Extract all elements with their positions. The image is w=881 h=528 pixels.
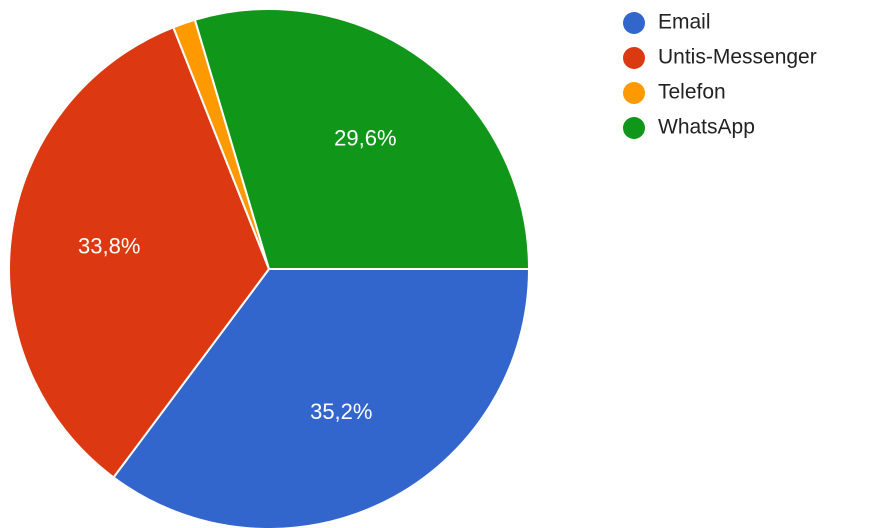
legend-label-telefon: Telefon bbox=[658, 81, 726, 104]
legend-marker-email bbox=[623, 12, 645, 34]
pie-labels: 35,2% 33,8% 29,6% bbox=[78, 126, 397, 424]
legend-label-untis-messenger: Untis-Messenger bbox=[658, 46, 817, 69]
legend-marker-untis-messenger bbox=[623, 47, 645, 69]
pie-slice-untis-messenger bbox=[8, 25, 271, 479]
legend-label-whatsapp: WhatsApp bbox=[658, 116, 755, 139]
legend-marker-whatsapp bbox=[623, 117, 645, 139]
pie-slices bbox=[8, 8, 531, 528]
slice-label-email: 35,2% bbox=[310, 399, 372, 424]
pie-slice-whatsapp bbox=[193, 8, 531, 270]
pie-slice-email bbox=[112, 268, 531, 528]
slice-label-untis-messenger: 33,8% bbox=[78, 234, 140, 259]
slice-label-whatsapp: 29,6% bbox=[334, 126, 396, 151]
legend: Email Untis-Messenger Telefon WhatsApp bbox=[623, 11, 817, 139]
legend-label-email: Email bbox=[658, 11, 711, 34]
legend-marker-telefon bbox=[623, 82, 645, 104]
